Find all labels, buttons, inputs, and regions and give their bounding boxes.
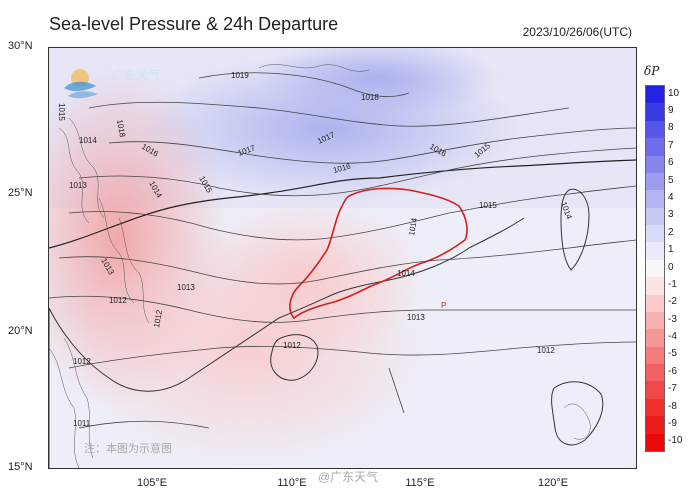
colorbar-segment	[646, 259, 664, 278]
colorbar-segment	[646, 103, 664, 121]
contour-label: 1012	[152, 309, 164, 329]
isobar-1011	[78, 420, 210, 429]
colorbar-segment	[646, 207, 664, 225]
lat-label-25n: 25°N	[8, 187, 33, 199]
weather-logo-icon	[58, 60, 108, 109]
colorbar-tick-label: -9	[668, 417, 677, 429]
map-panel: 1019 1018 1018 1017 1017 1016 1016 1016 …	[48, 47, 637, 469]
isobar-1012	[68, 341, 636, 369]
colorbar-tick-label: 9	[668, 105, 674, 117]
colorbar-segment	[646, 346, 664, 364]
colorbar-tick-label: -8	[668, 400, 677, 412]
colorbar-tick-label: 2	[668, 226, 674, 238]
isobar-1015	[68, 185, 636, 241]
colorbar-tick-label: 0	[668, 261, 674, 273]
contour-label: 1018	[115, 119, 127, 139]
isobar-1013	[49, 295, 636, 323]
low-pressure-marker: P	[441, 301, 446, 310]
contour-label: 1014	[407, 217, 419, 237]
colorbar-tick-label: 6	[668, 157, 674, 169]
colorbar-segment	[646, 381, 664, 399]
coastline-south-china	[49, 217, 525, 468]
colorbar-segment	[646, 172, 664, 191]
colorbar-tick-label: 1	[668, 244, 674, 256]
contour-label: 1013	[177, 283, 195, 292]
lon-label-110e: 110°E	[277, 477, 307, 489]
colorbar-segment	[646, 120, 664, 139]
coastline-north	[49, 159, 636, 249]
colorbar-segment	[646, 416, 664, 434]
colorbar-segment	[646, 311, 664, 330]
logo-text: 广东天气	[112, 68, 161, 82]
contour-label: 1015	[479, 201, 497, 210]
contour-label: 1012	[283, 341, 301, 350]
colorbar-segment	[646, 277, 664, 295]
taiwan-island	[560, 188, 590, 271]
lat-label-15n: 15°N	[8, 461, 33, 473]
hainan-island	[270, 334, 319, 381]
colorbar-tick-label: -5	[668, 348, 677, 360]
contour-label: 1013	[407, 313, 425, 322]
colorbar-segment	[646, 294, 664, 312]
isobar-1016	[78, 147, 636, 197]
contour-label: 1014	[79, 136, 97, 145]
timestamp: 2023/10/26/06(UTC)	[522, 25, 632, 39]
isobar-1012-south	[388, 367, 405, 414]
colorbar	[645, 85, 665, 452]
colorbar-segment	[646, 398, 664, 417]
isobar-1018	[88, 101, 570, 127]
colorbar-segment	[646, 225, 664, 243]
colorbar-tick-label: 8	[668, 122, 674, 134]
disclaimer-note: 注：本图为示意图	[84, 443, 172, 455]
colorbar-segment	[646, 86, 664, 104]
guangdong-boundary	[289, 187, 468, 320]
chart-title: Sea-level Pressure & 24h Departure	[49, 14, 339, 34]
colorbar-segment	[646, 190, 664, 208]
lon-label-105e: 105°E	[136, 477, 168, 489]
lat-label-20n: 20°N	[8, 325, 33, 337]
colorbar-tick-label: -1	[668, 278, 677, 290]
pressure-map: 1019 1018 1018 1017 1017 1016 1016 1016 …	[49, 48, 636, 468]
colorbar-segment	[646, 329, 664, 347]
lon-label-120e: 120°E	[537, 477, 569, 489]
contour-label: 1012	[73, 357, 91, 366]
colorbar-tick-label: 5	[668, 174, 674, 186]
colorbar-segment	[646, 155, 664, 173]
negative-departure-central	[189, 198, 429, 358]
colorbar-tick-label: 4	[668, 191, 674, 203]
colorbar-title: δP	[644, 64, 660, 78]
colorbar-segment	[646, 138, 664, 156]
colorbar-tick-label: -6	[668, 365, 677, 377]
colorbar-segment	[646, 433, 664, 451]
positive-departure-core	[259, 48, 499, 118]
isobar-1017	[108, 127, 636, 164]
contour-label: 1018	[361, 93, 379, 102]
contour-label: 1014	[397, 269, 415, 278]
isobar-1014	[58, 239, 636, 285]
contour-label: 1012	[109, 296, 127, 305]
lon-label-115e: 115°E	[405, 477, 435, 489]
contour-label: 1013	[69, 181, 87, 190]
colorbar-tick-label: -10	[668, 435, 683, 447]
colorbar-tick-label: 3	[668, 209, 674, 221]
colorbar-tick-label: -4	[668, 331, 677, 343]
colorbar-tick-label: 10	[668, 87, 680, 99]
contour-label: 1019	[231, 71, 249, 80]
colorbar-segment	[646, 242, 664, 260]
lat-label-30n: 30°N	[8, 40, 33, 52]
watermark: @广东天气	[318, 470, 379, 484]
contour-label: 1011	[73, 419, 91, 428]
colorbar-tick-label: -3	[668, 313, 677, 325]
colorbar-tick-label: -7	[668, 383, 677, 395]
colorbar-tick-label: 7	[668, 139, 674, 151]
isobar-1019	[198, 72, 410, 98]
colorbar-tick-label: -2	[668, 296, 677, 308]
contour-label: 1015	[57, 103, 66, 121]
luzon-island	[551, 381, 604, 446]
colorbar-segment	[646, 364, 664, 382]
contour-label: 1012	[537, 346, 555, 355]
